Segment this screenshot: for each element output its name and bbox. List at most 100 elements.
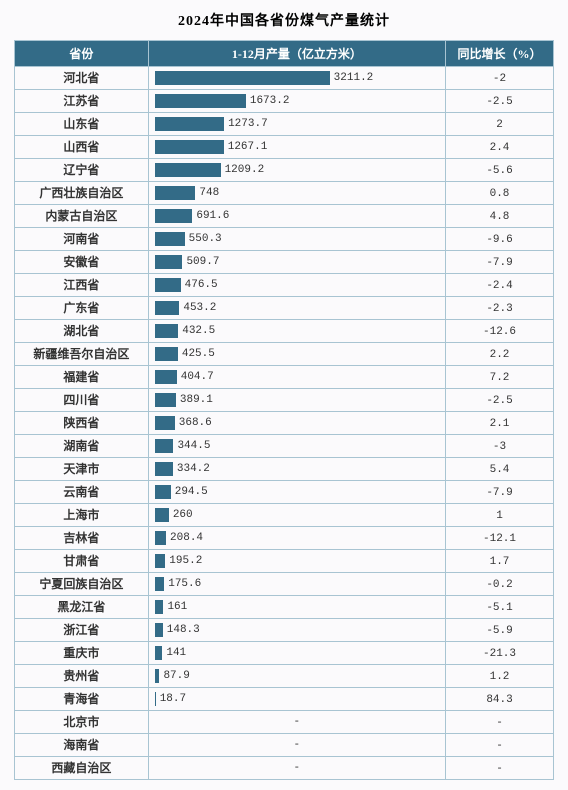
growth-cell: -2.5 [446,90,554,113]
growth-value: 2 [496,119,503,131]
growth-cell: -0.2 [446,573,554,596]
growth-value: 1.2 [490,671,510,683]
growth-value: - [496,763,503,775]
growth-value: 4.8 [490,211,510,223]
growth-cell: -21.3 [446,642,554,665]
table-row: 天津市334.25.4 [15,458,554,481]
growth-cell: 84.3 [446,688,554,711]
table-row: 云南省294.5-7.9 [15,481,554,504]
growth-value: 84.3 [486,694,512,706]
growth-value: - [496,740,503,752]
production-value: - [155,714,439,730]
production-cell: 87.9 [148,665,445,688]
province-cell: 甘肃省 [15,550,149,573]
production-cell: 3211.2 [148,67,445,90]
province-cell: 河南省 [15,228,149,251]
growth-cell: 4.8 [446,205,554,228]
province-cell: 青海省 [15,688,149,711]
production-bar [155,577,165,591]
production-value: 3211.2 [334,70,374,86]
production-table: 省份 1-12月产量（亿立方米） 同比增长（%） 河北省3211.2-2江苏省1… [14,40,554,780]
growth-cell: 2 [446,113,554,136]
province-cell: 广东省 [15,297,149,320]
production-value: 87.9 [163,668,189,684]
production-value: 175.6 [168,576,201,592]
table-row: 山西省1267.12.4 [15,136,554,159]
growth-cell: 2.2 [446,343,554,366]
production-value: 432.5 [182,323,215,339]
province-cell: 海南省 [15,734,149,757]
province-cell: 广西壮族自治区 [15,182,149,205]
growth-value: - [496,717,503,729]
growth-cell: 2.1 [446,412,554,435]
production-cell: - [148,711,445,734]
production-bar [155,439,174,453]
production-bar [155,255,183,269]
production-bar [155,600,164,614]
growth-cell: -5.1 [446,596,554,619]
growth-value: -0.2 [486,579,512,591]
production-cell: - [148,734,445,757]
province-cell: 云南省 [15,481,149,504]
table-row: 山东省1273.72 [15,113,554,136]
growth-cell: -5.6 [446,159,554,182]
table-row: 青海省 18.7 84.3 [15,688,554,711]
table-row: 湖北省432.5-12.6 [15,320,554,343]
production-bar [155,462,173,476]
production-cell: 141 [148,642,445,665]
province-cell: 江苏省 [15,90,149,113]
production-value: 294.5 [175,484,208,500]
table-row: 浙江省148.3-5.9 [15,619,554,642]
province-cell: 福建省 [15,366,149,389]
growth-value: -2.3 [486,303,512,315]
table-row: 江西省476.5-2.4 [15,274,554,297]
growth-cell: 5.4 [446,458,554,481]
col-header-growth: 同比增长（%） [446,41,554,67]
table-row: 湖南省344.5-3 [15,435,554,458]
growth-cell: -12.1 [446,527,554,550]
production-cell: 1209.2 [148,159,445,182]
production-bar [155,209,193,223]
production-cell: - [148,757,445,780]
production-cell: 161 [148,596,445,619]
growth-value: 2.2 [490,349,510,361]
table-row: 辽宁省1209.2-5.6 [15,159,554,182]
production-cell: 294.5 [148,481,445,504]
table-row: 重庆市141-21.3 [15,642,554,665]
production-value: 404.7 [181,369,214,385]
growth-cell: 7.2 [446,366,554,389]
production-cell: 334.2 [148,458,445,481]
province-cell: 湖北省 [15,320,149,343]
production-bar [155,692,156,706]
province-cell: 吉林省 [15,527,149,550]
growth-value: -2 [493,73,506,85]
production-cell: 175.6 [148,573,445,596]
production-cell: 1673.2 [148,90,445,113]
growth-cell: -2.5 [446,389,554,412]
table-row: 陕西省368.62.1 [15,412,554,435]
province-cell: 山东省 [15,113,149,136]
production-value: 691.6 [196,208,229,224]
table-row: 河南省550.3-9.6 [15,228,554,251]
province-cell: 四川省 [15,389,149,412]
col-header-province: 省份 [15,41,149,67]
production-cell: 18.7 [148,688,445,711]
growth-value: 7.2 [490,372,510,384]
production-bar [155,140,224,154]
growth-cell: - [446,757,554,780]
production-value: 260 [173,507,193,523]
growth-value: -2.4 [486,280,512,292]
province-cell: 上海市 [15,504,149,527]
production-value: 18.7 [160,691,186,707]
production-bar [155,278,181,292]
production-bar [155,347,178,361]
production-cell: 208.4 [148,527,445,550]
production-cell: 148.3 [148,619,445,642]
production-value: 476.5 [185,277,218,293]
production-bar [155,370,177,384]
table-row: 广西壮族自治区7480.8 [15,182,554,205]
table-row: 广东省453.2-2.3 [15,297,554,320]
province-cell: 陕西省 [15,412,149,435]
table-row: 福建省 404.7 7.2 [15,366,554,389]
production-bar [155,508,169,522]
